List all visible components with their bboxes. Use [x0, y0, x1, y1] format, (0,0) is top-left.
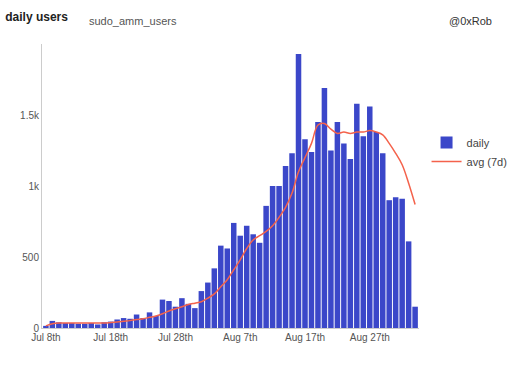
svg-text:Jul 28th: Jul 28th: [158, 332, 193, 343]
svg-text:Aug 27th: Aug 27th: [350, 332, 390, 343]
svg-text:1k: 1k: [28, 181, 40, 192]
svg-text:1.5k: 1.5k: [20, 110, 40, 121]
svg-text:sudo_amm_users: sudo_amm_users: [89, 15, 177, 27]
svg-text:Aug 17th: Aug 17th: [285, 332, 325, 343]
svg-text:Aug 7th: Aug 7th: [223, 332, 257, 343]
svg-text:daily: daily: [467, 137, 490, 149]
svg-text:avg (7d): avg (7d): [467, 156, 507, 168]
svg-text:@0xRob: @0xRob: [449, 15, 492, 27]
svg-text:daily users: daily users: [5, 10, 68, 24]
svg-text:Jul 8th: Jul 8th: [31, 332, 60, 343]
svg-text:Jul 18th: Jul 18th: [93, 332, 128, 343]
svg-text:500: 500: [22, 252, 39, 263]
svg-text:0: 0: [33, 323, 39, 334]
